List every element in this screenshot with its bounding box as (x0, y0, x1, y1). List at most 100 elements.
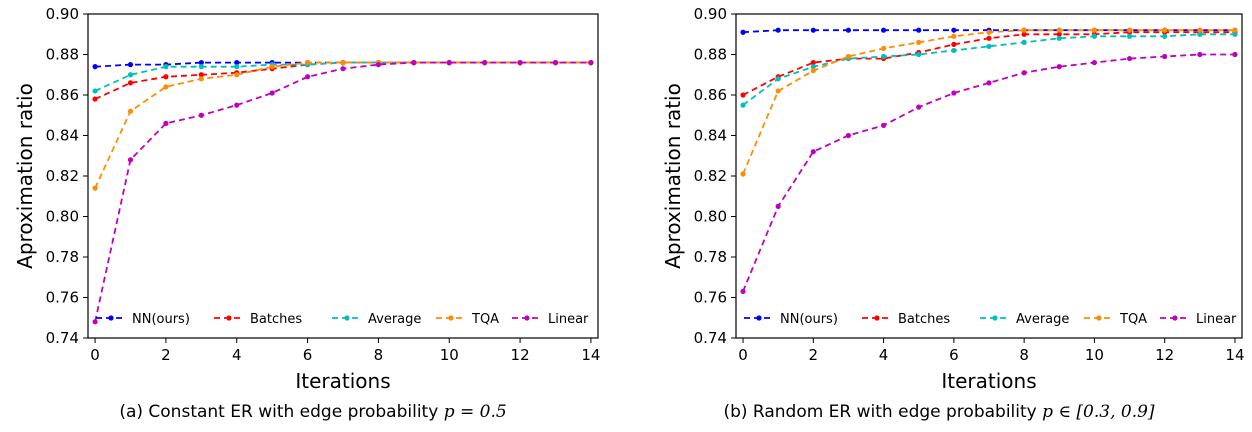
x-tick-label: 6 (303, 346, 313, 364)
caption-a: (a) Constant ER with edge probability p … (0, 402, 626, 422)
y-tick-label: 0.90 (46, 5, 79, 23)
data-point-nn-ours (916, 27, 922, 33)
series-line-average (742, 33, 1235, 106)
data-point-linear (482, 60, 488, 66)
y-tick-label: 0.80 (46, 208, 79, 226)
y-tick-label: 0.90 (694, 5, 727, 23)
x-tick-label: 12 (511, 346, 530, 364)
data-point-linear (1232, 51, 1238, 58)
data-point-average (1091, 33, 1098, 39)
y-tick-label: 0.76 (46, 289, 79, 307)
y-tick-label: 0.88 (694, 46, 727, 64)
data-point-tqa (92, 185, 98, 191)
y-tick-label: 0.74 (46, 329, 79, 347)
data-point-linear (552, 60, 559, 66)
data-point-linear (163, 120, 169, 126)
data-point-tqa (1232, 27, 1238, 33)
legend-marker-nn-ours (756, 315, 762, 321)
y-tick-label: 0.86 (694, 86, 727, 104)
caption-a-text: (a) Constant ER with edge probability (119, 402, 444, 422)
data-point-nn-ours (127, 62, 134, 68)
x-tick-label: 4 (879, 346, 889, 364)
data-point-average (951, 47, 957, 54)
data-point-tqa (127, 108, 134, 114)
legend-marker-batches (874, 315, 880, 321)
data-point-nn-ours (845, 27, 852, 33)
data-point-nn-ours (810, 27, 816, 33)
x-tick-label: 2 (809, 346, 819, 364)
data-point-average (1232, 31, 1238, 37)
data-point-tqa (1091, 27, 1098, 33)
legend-label-linear: Linear (548, 312, 589, 327)
series-line-linear (742, 53, 1235, 292)
legend-marker-linear (1172, 315, 1178, 321)
y-tick-label: 0.84 (694, 127, 727, 145)
data-point-tqa (1021, 27, 1027, 33)
data-point-tqa (951, 33, 957, 39)
x-tick-label: 8 (374, 346, 384, 364)
data-point-tqa (1056, 27, 1062, 33)
y-tick-label: 0.88 (46, 46, 79, 64)
data-point-linear (1126, 55, 1133, 62)
data-point-batches (951, 41, 957, 47)
x-axis-label: Iterations (941, 369, 1036, 393)
data-point-linear (517, 60, 523, 66)
data-point-batches (1021, 31, 1027, 37)
x-tick-label: 12 (1155, 346, 1174, 364)
data-point-linear (951, 90, 957, 96)
data-point-linear (1021, 70, 1027, 76)
data-point-average (1197, 31, 1203, 37)
chart-panel-b: 0.74 0.76 0.78 0.80 0.82 0.84 0.86 0.88 0.90 0 2 4 6… (626, 0, 1252, 432)
data-point-linear (845, 132, 852, 139)
data-point-nn-ours (198, 60, 204, 66)
data-point-average (234, 64, 240, 70)
data-point-linear (916, 104, 922, 110)
y-tick-label: 0.76 (694, 289, 727, 307)
data-point-average (810, 64, 816, 70)
line-chart-b: 0.74 0.76 0.78 0.80 0.82 0.84 0.86 0.88 0.90 0 2 4 6… (661, 5, 1245, 393)
data-point-batches (986, 35, 992, 41)
data-point-tqa (916, 39, 922, 45)
x-tick-label: 8 (1019, 346, 1029, 364)
data-point-linear (92, 319, 98, 325)
legend-marker-tqa (1096, 315, 1102, 321)
data-point-linear (775, 203, 781, 209)
y-tick-label: 0.86 (46, 86, 79, 104)
data-point-batches (163, 74, 169, 80)
legend-label-average: Average (1016, 312, 1069, 327)
data-point-average (916, 51, 922, 58)
data-point-linear (340, 66, 346, 72)
data-point-nn-ours (775, 27, 781, 33)
data-point-linear (127, 157, 134, 163)
data-point-linear (986, 80, 992, 86)
legend-label-tqa: TQA (1119, 312, 1147, 327)
data-point-linear (446, 60, 452, 66)
data-point-average (92, 88, 98, 94)
data-point-tqa (1126, 27, 1133, 33)
legend-label-average: Average (368, 312, 421, 327)
y-tick-label: 0.78 (694, 248, 727, 266)
x-tick-label: 14 (581, 346, 600, 364)
data-point-tqa (269, 64, 275, 70)
data-point-linear (740, 288, 746, 295)
data-point-average (163, 64, 169, 70)
data-point-batches (92, 96, 98, 102)
data-point-average (198, 64, 204, 70)
data-point-linear (304, 74, 311, 80)
caption-b: (b) Random ER with edge probability p ∈ … (626, 402, 1252, 422)
series-line-tqa (94, 61, 591, 189)
legend-marker-average (344, 315, 350, 321)
legend-marker-batches (226, 315, 232, 321)
y-tick-label: 0.80 (694, 208, 727, 226)
series-line-linear (94, 61, 591, 322)
data-point-linear (269, 90, 275, 96)
chart-panel-a: 0.74 0.76 0.78 0.80 0.82 0.84 0.86 0.88 0.90 0 2 4 6… (0, 5, 626, 422)
plot-frame (87, 13, 599, 339)
y-axis-label: Aproximation ratio (661, 83, 685, 269)
data-point-batches (740, 92, 746, 98)
x-tick-label: 0 (738, 346, 748, 364)
data-point-batches (810, 60, 816, 66)
data-point-linear (1091, 60, 1098, 66)
data-point-average (1126, 33, 1133, 39)
legend-marker-average (992, 315, 998, 321)
